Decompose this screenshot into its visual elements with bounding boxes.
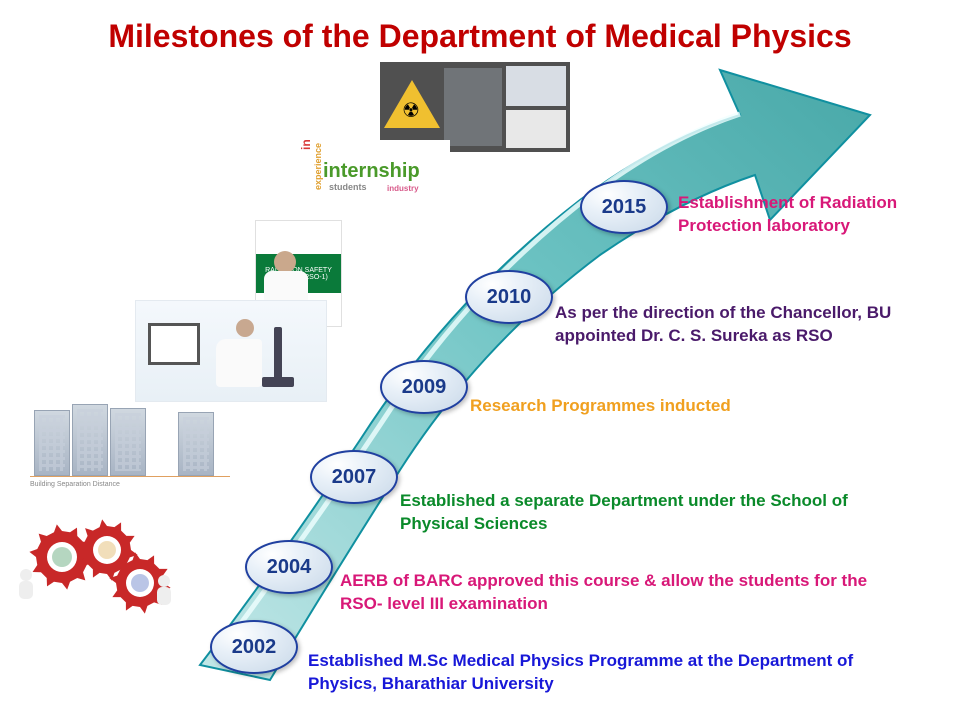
wordcloud-word: experience	[313, 143, 323, 190]
milestone-desc-2010: As per the direction of the Chancellor, …	[555, 302, 955, 348]
year-bubble-2002: 2002	[210, 620, 298, 674]
wordcloud-word: industry	[387, 184, 419, 193]
milestone-desc-2004: AERB of BARC approved this course & allo…	[340, 570, 900, 616]
microscope-lab-image	[135, 300, 327, 402]
milestone-desc-2015: Establishment of Radiation Protection la…	[678, 192, 908, 238]
year-bubble-2010: 2010	[465, 270, 553, 324]
wordcloud-word: internship	[323, 160, 420, 183]
figure-icon	[157, 575, 171, 605]
gears-logos-image	[12, 505, 192, 625]
buildings-image: Building Separation Distance	[30, 398, 230, 488]
internship-wordcloud-image: internship internships students experience i…	[295, 140, 450, 220]
buildings-caption: Building Separation Distance	[30, 481, 120, 488]
figure-icon	[19, 569, 33, 599]
milestone-desc-2007: Established a separate Department under …	[400, 490, 860, 536]
year-bubble-2007: 2007	[310, 450, 398, 504]
year-bubble-2009: 2009	[380, 360, 468, 414]
wordcloud-word: students	[329, 182, 367, 192]
radiation-collage-image	[380, 62, 570, 152]
page-title: Milestones of the Department of Medical …	[0, 0, 960, 55]
year-bubble-2004: 2004	[245, 540, 333, 594]
milestone-desc-2002: Established M.Sc Medical Physics Program…	[308, 650, 868, 696]
year-bubble-2015: 2015	[580, 180, 668, 234]
wordcloud-word: internships	[299, 140, 313, 150]
milestone-desc-2009: Research Programmes inducted	[470, 395, 890, 418]
